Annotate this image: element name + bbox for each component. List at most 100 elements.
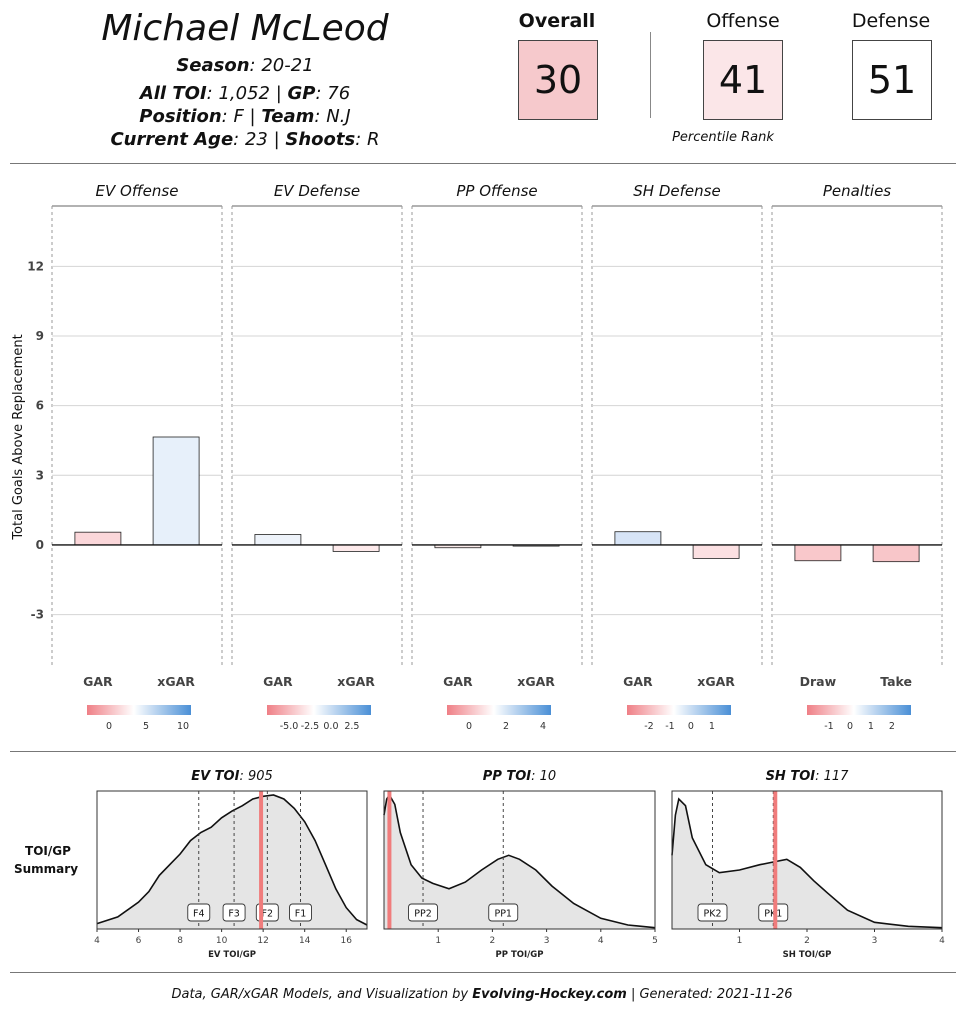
x-tick-label: 14 [299, 936, 311, 946]
footer-post: | Generated: 2021-11-26 [626, 987, 793, 1002]
season-value: 20-21 [261, 55, 314, 76]
color-scale-bar [447, 705, 551, 715]
color-scale-tick: 0 [466, 721, 472, 732]
color-scale-tick: -1 [824, 721, 833, 732]
percentile-caption: Percentile Rank [672, 130, 774, 145]
marker-label: F1 [295, 909, 307, 920]
x-tick-label: 1 [435, 936, 441, 946]
x-tick-label: 2 [804, 936, 810, 946]
season-label: Season [176, 55, 250, 76]
marker-tag [408, 903, 438, 922]
marker-label: F3 [228, 909, 240, 920]
footer-divider [10, 972, 956, 973]
color-scale-tick: 2 [503, 721, 509, 732]
y-axis-label: Total Goals Above Replacement [11, 334, 26, 540]
marker-tag [758, 903, 789, 922]
season-line: Season: 20-21 [176, 55, 314, 76]
position-label: Position [139, 106, 222, 127]
y-tick-label: -3 [31, 608, 44, 622]
marker-label: PP1 [494, 909, 512, 920]
toi-label: All TOI [139, 83, 207, 104]
overall-score: 30 [533, 58, 583, 102]
x-tick-label: 12 [257, 936, 268, 946]
density-title: SH TOI: 117 [766, 769, 850, 784]
x-tick-label: 4 [94, 936, 100, 946]
summary-label-line1: TOI/GP [25, 844, 71, 858]
position-value: F [233, 106, 244, 127]
color-scale-bar [267, 705, 371, 715]
x-tick-label: 4 [598, 936, 604, 946]
panel-title: Penalties [823, 182, 891, 200]
bar [152, 436, 200, 546]
shoots-label: Shoots [285, 129, 356, 150]
gp-value: 76 [327, 83, 351, 104]
y-tick-label: 6 [36, 399, 44, 413]
x-tick-label: 3 [544, 936, 550, 946]
color-scale-tick: -2.5 [301, 721, 320, 732]
x-axis-label: SH TOI/GP [783, 950, 832, 960]
shoots-value: R [367, 129, 380, 150]
offense-score: 41 [718, 58, 768, 102]
bar-panel: SH Defense GAR xGAR -2 -1 0 1 [591, 182, 763, 732]
panel-title: EV Defense [274, 182, 360, 200]
x-tick-label: 6 [136, 936, 142, 946]
team-value: N.J [326, 106, 351, 127]
footer-pre: Data, GAR/xGAR Models, and Visualization… [171, 987, 473, 1002]
header-divider [10, 163, 956, 164]
density-title-bold: PP TOI [483, 769, 532, 784]
marker-tag [289, 903, 312, 922]
x-axis-label: PP TOI/GP [496, 950, 544, 960]
density-area [384, 795, 655, 929]
x-tick-label: 3 [872, 936, 878, 946]
density-area [97, 795, 367, 929]
density-title-bold: EV TOI [191, 769, 239, 784]
x-tick-label: 16 [341, 936, 353, 946]
color-scale-tick: 10 [177, 721, 189, 732]
bar [692, 544, 740, 559]
density-area [672, 799, 942, 929]
bar-panel: PP Offense GAR xGAR 0 2 4 [411, 182, 583, 732]
color-scale-bar [807, 705, 911, 715]
bar [254, 534, 302, 546]
x-tick-label: 5 [652, 936, 658, 946]
score-divider [650, 32, 651, 118]
density-title: EV TOI: 905 [191, 769, 273, 784]
bar-panel: EV Defense GAR xGAR -5.0 -2.5 0.0 2.5 [231, 182, 403, 732]
x-tick-label: 8 [177, 936, 183, 946]
player-name: Michael McLeod [101, 8, 389, 49]
density-line [671, 797, 943, 929]
bars-divider [10, 751, 956, 752]
defense-score: 51 [867, 58, 917, 102]
color-scale-bar [627, 705, 731, 715]
age-line: Current Age: 23 | Shoots: R [110, 129, 380, 150]
x-tick-label: GAR [83, 674, 113, 689]
marker-label: F2 [262, 909, 274, 920]
bar-panel: EV Offense GAR xGAR 0 5 10 [51, 182, 223, 732]
x-tick-label: xGAR [157, 674, 195, 689]
density-title-sep: : [239, 769, 248, 784]
density-frame-outline [383, 790, 656, 930]
density-panel: EV TOI: 905 F4 F3 F2 F1 4 6 8 10 12 14 16 EV TOI/GP [94, 769, 368, 960]
x-tick-label: 2 [490, 936, 496, 946]
bar [872, 544, 920, 563]
footer-credit: Data, GAR/xGAR Models, and Visualization… [0, 987, 964, 1002]
density-frame-outline [96, 790, 368, 930]
marker-label: PP2 [414, 909, 432, 920]
x-tick-label: GAR [263, 674, 293, 689]
x-tick-label: 4 [939, 936, 945, 946]
marker-label: PK2 [703, 909, 721, 920]
bar [614, 531, 662, 546]
density-title-sep: : [815, 769, 824, 784]
x-tick-label: xGAR [517, 674, 555, 689]
panel-title: EV Offense [96, 182, 179, 200]
bar [794, 544, 842, 562]
age-value: 23 [244, 129, 268, 150]
color-scale-tick: 5 [143, 721, 149, 732]
x-tick-label: xGAR [337, 674, 375, 689]
density-title-value: 905 [248, 769, 273, 784]
age-label: Current Age [110, 129, 234, 150]
marker-tag [187, 903, 211, 922]
defense-label: Defense [851, 10, 931, 32]
color-scale-tick: 2 [889, 721, 895, 732]
